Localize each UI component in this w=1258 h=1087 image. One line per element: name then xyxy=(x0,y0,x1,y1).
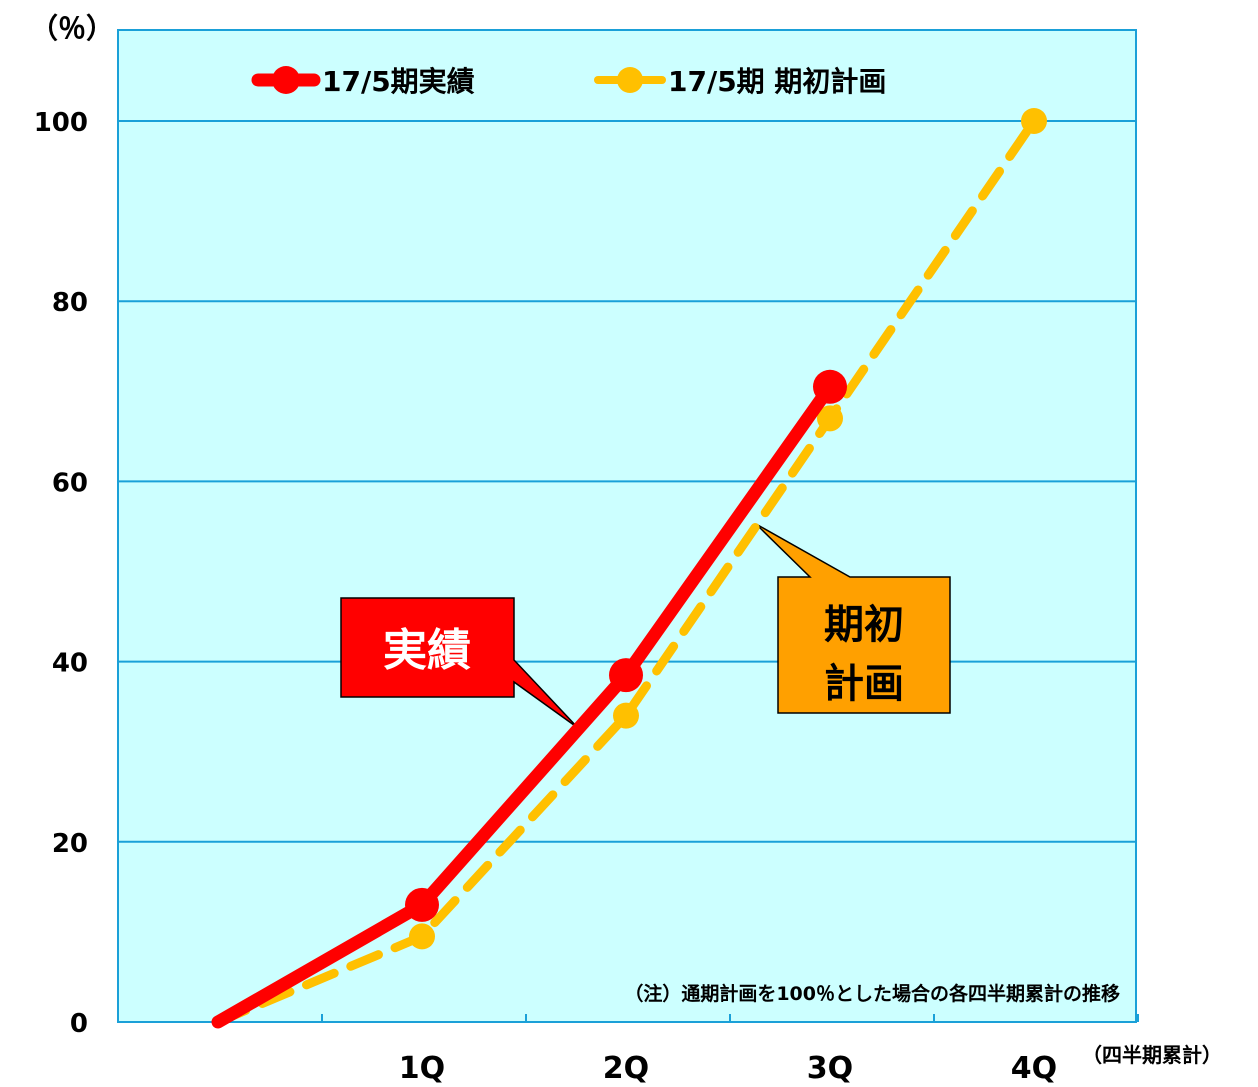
series-layer xyxy=(211,108,1047,1029)
legend: 17/5期実績 17/5期 期初計画 xyxy=(251,65,886,98)
y-tick-label: 80 xyxy=(52,288,88,318)
plot-area xyxy=(117,29,1137,1023)
legend-marker-plan xyxy=(617,67,643,93)
legend-label-actual: 17/5期実績 xyxy=(322,65,475,98)
footnote: （注）通期計画を100％とした場合の各四半期累計の推移 xyxy=(624,982,1120,1005)
callout-actual: 実績 xyxy=(340,597,579,729)
callout-plan-box xyxy=(755,523,951,714)
callout-plan-line2: 計画 xyxy=(824,661,904,707)
grid-layer xyxy=(118,120,1136,843)
plan-point xyxy=(817,405,843,432)
callout-actual-text: 実績 xyxy=(383,625,471,676)
actual-point xyxy=(813,369,847,404)
x-tick-label: 1Q xyxy=(399,1051,445,1086)
callout-plan: 期初 計画 xyxy=(755,523,951,714)
y-tick-labels: 0 20 40 60 80 100 xyxy=(34,108,88,1039)
plan-point xyxy=(1021,108,1047,134)
series-line-plan xyxy=(213,116,1039,1027)
actual-point xyxy=(609,658,643,693)
series-line-actual xyxy=(211,380,837,1029)
plan-point xyxy=(409,923,435,950)
y-tick-label: 100 xyxy=(34,108,88,138)
x-tick-label: 4Q xyxy=(1011,1051,1057,1086)
plan-point xyxy=(613,702,639,729)
y-tick-label: 0 xyxy=(70,1009,88,1039)
y-tick-label: 60 xyxy=(52,468,88,498)
legend-label-plan: 17/5期 期初計画 xyxy=(668,65,886,98)
legend-marker-actual xyxy=(272,66,300,94)
callout-actual-box xyxy=(340,597,579,729)
y-tick-label: 40 xyxy=(52,649,88,679)
y-tick-label: 20 xyxy=(52,829,88,859)
x-unit-label: （四半期累計） xyxy=(1082,1043,1222,1067)
x-tick-labels: 1Q 2Q 3Q 4Q xyxy=(399,1051,1057,1086)
y-unit-label: （％） xyxy=(30,12,114,45)
x-tick-label: 2Q xyxy=(603,1051,649,1086)
callout-plan-line1: 期初 xyxy=(824,602,904,648)
x-tick-marks xyxy=(321,1014,1139,1022)
actual-point xyxy=(405,887,439,922)
x-tick-label: 3Q xyxy=(807,1051,853,1086)
